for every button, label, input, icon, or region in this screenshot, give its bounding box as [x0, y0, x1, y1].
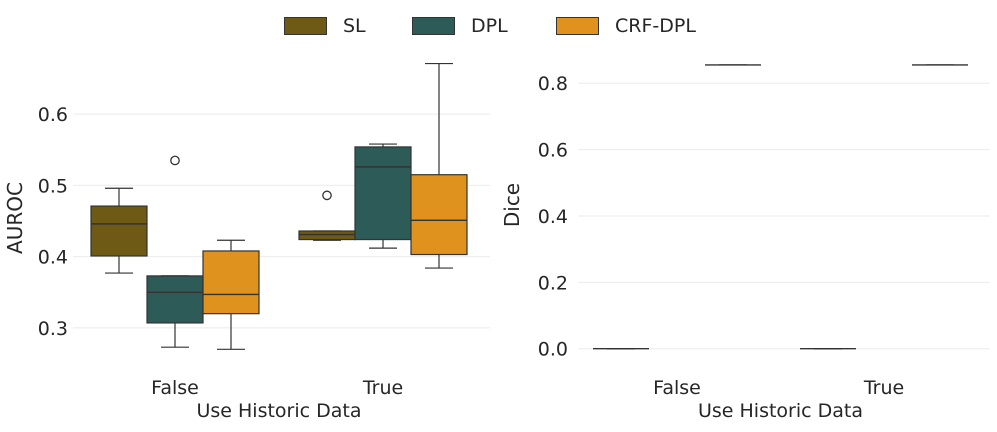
box-dpl-false	[146, 155, 204, 348]
box-body	[298, 230, 356, 241]
x-tick-label: False	[653, 377, 701, 399]
legend-swatch-sl	[284, 17, 327, 35]
x-axis-label: Use Historic Data	[698, 400, 863, 422]
box-sl-false	[90, 187, 148, 274]
box-body	[90, 205, 148, 257]
box-body	[354, 146, 412, 241]
legend-swatch-crf-dpl	[556, 17, 599, 35]
box-crf-dpl-false	[202, 239, 260, 350]
y-tick-label: 0.5	[38, 175, 68, 197]
legend: SL DPL CRF-DPL	[0, 8, 997, 44]
y-axis-label: Dice	[500, 183, 524, 227]
legend-swatch-dpl	[412, 17, 455, 35]
x-tick-label: True	[362, 377, 403, 399]
y-tick-label: 0.3	[38, 318, 68, 340]
box-dpl-true	[354, 143, 412, 249]
y-tick-label: 0.4	[538, 206, 568, 228]
y-tick-label: 0.6	[38, 104, 68, 126]
box-body	[410, 174, 468, 256]
outlier-point	[170, 155, 180, 166]
legend-label-crf-dpl: CRF-DPL	[615, 15, 696, 37]
box-crf-dpl-true	[410, 62, 468, 269]
y-tick-label: 0.2	[538, 272, 568, 294]
outlier-point	[322, 190, 332, 201]
box-body	[146, 275, 204, 324]
y-tick-label: 0.6	[538, 140, 568, 162]
y-tick-label: 0.4	[38, 247, 68, 269]
legend-item-dpl: DPL	[412, 8, 508, 44]
y-tick-label: 0.0	[538, 339, 568, 361]
legend-label-dpl: DPL	[471, 15, 508, 37]
y-axis-label: AUROC	[3, 182, 27, 254]
legend-label-sl: SL	[343, 15, 366, 37]
y-tick-label: 0.8	[538, 73, 568, 95]
x-axis-label: Use Historic Data	[196, 400, 361, 422]
box-body	[202, 250, 260, 315]
box-sl-true	[298, 190, 356, 241]
legend-item-sl: SL	[284, 8, 366, 44]
x-tick-label: True	[863, 377, 904, 399]
x-tick-label: False	[151, 377, 199, 399]
legend-item-crf-dpl: CRF-DPL	[556, 8, 696, 44]
